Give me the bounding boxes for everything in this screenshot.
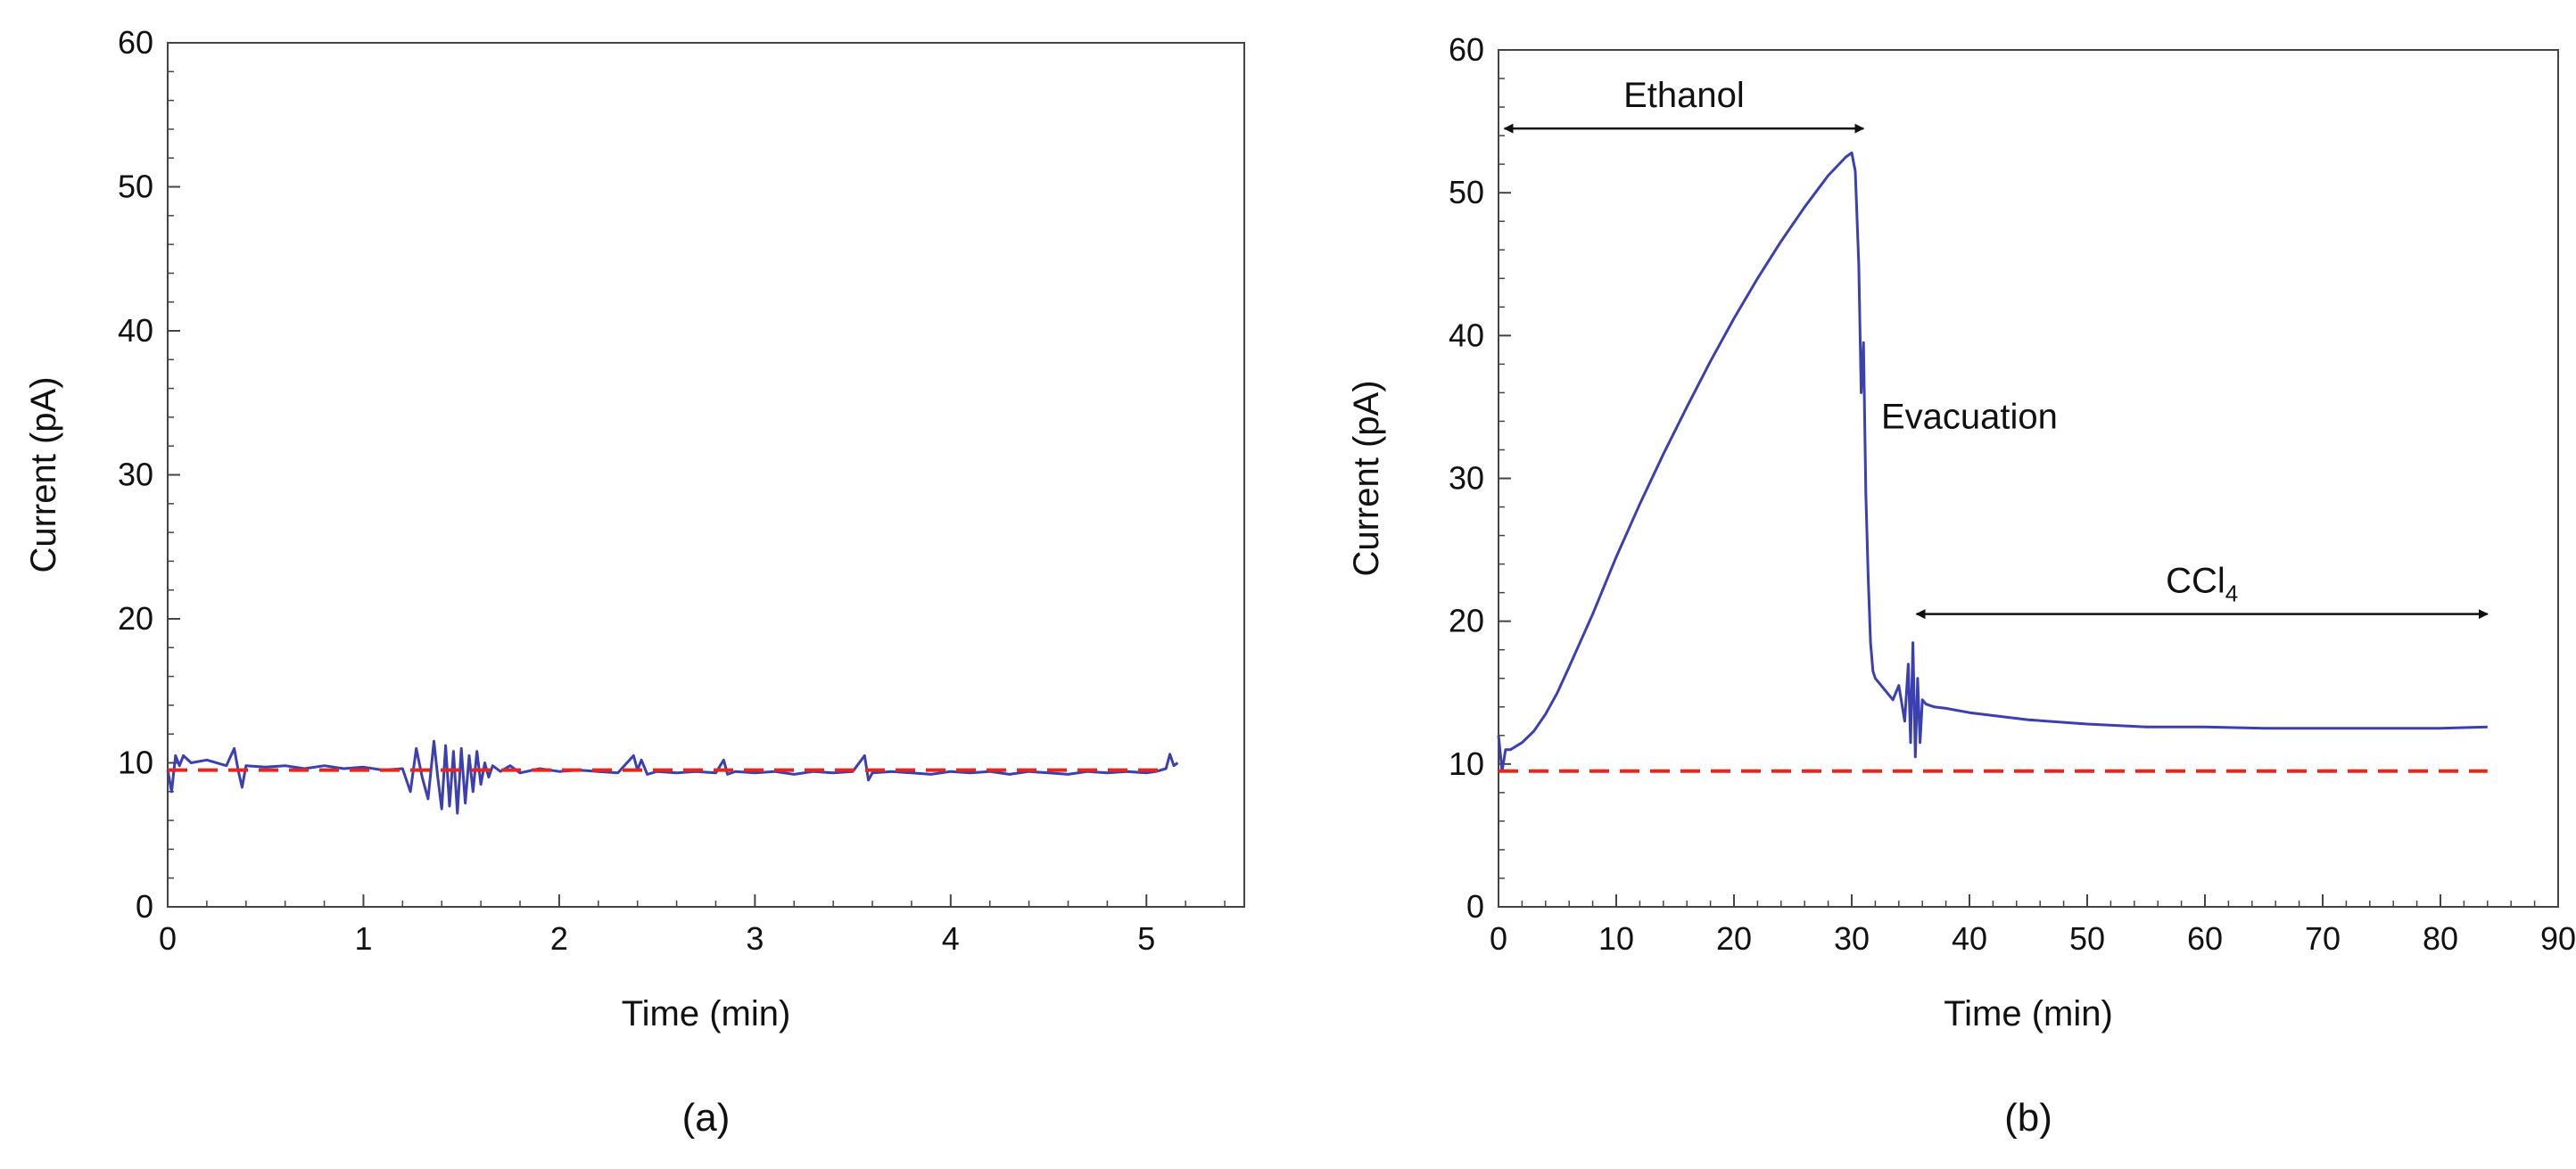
x-tick-label-b: 30	[1834, 920, 1870, 957]
x-tick-label-a: 5	[1137, 920, 1155, 957]
plot-frame-b	[1498, 49, 2559, 908]
x-axis-label-b: Time (min)	[1944, 994, 2113, 1033]
y-tick-label-b: 30	[1449, 460, 1484, 497]
annotation-text: Ethanol	[1623, 76, 1745, 115]
x-tick-label-a: 4	[942, 920, 960, 957]
y-tick-label-b: 40	[1449, 317, 1484, 353]
y-axis-label-b: Current (pA)	[1347, 380, 1386, 576]
x-tick-label-b: 40	[1952, 920, 1987, 957]
x-tick-label-a: 1	[354, 920, 372, 957]
panel-label-a: (a)	[682, 1096, 731, 1140]
x-tick-label-b: 20	[1716, 920, 1752, 957]
y-tick-label-b: 50	[1449, 174, 1484, 210]
y-tick-label-b: 0	[1466, 888, 1484, 925]
y-tick-label-b: 60	[1449, 31, 1484, 68]
x-axis-label-a: Time (min)	[622, 994, 791, 1033]
x-tick-label-b: 60	[2187, 920, 2223, 957]
chart-panel-a: 0 10 20 30 40 50 60 0 1 2 3 4 5 Time (min) Current (pA…	[24, 24, 1245, 1140]
plot-frame-a	[167, 42, 1245, 908]
annotation-label-b-2: CCl4	[2166, 562, 2238, 607]
current-series-line-b	[1497, 151, 2488, 773]
x-tick-label-a: 0	[159, 920, 177, 957]
x-tick-label-b: 70	[2305, 920, 2341, 957]
y-tick-label-a: 50	[118, 169, 153, 205]
y-tick-label-a: 60	[118, 24, 153, 61]
annotation-subscript: 4	[2225, 580, 2238, 607]
x-tick-label-b: 90	[2540, 920, 2576, 957]
current-series-line-a	[166, 739, 1179, 815]
y-tick-label-b: 20	[1449, 603, 1484, 639]
annotation-label-b-1: Evacuation	[1881, 397, 2058, 436]
y-tick-label-a: 10	[118, 745, 153, 781]
annotation-text: CCl	[2166, 562, 2225, 601]
x-tick-label-b: 80	[2423, 920, 2458, 957]
x-tick-label-b: 50	[2069, 920, 2105, 957]
y-tick-label-a: 0	[136, 888, 153, 925]
y-tick-label-a: 40	[118, 312, 153, 349]
y-tick-label-a: 20	[118, 600, 153, 637]
x-tick-label-a: 2	[550, 920, 568, 957]
x-tick-label-b: 10	[1598, 920, 1634, 957]
y-axis-label-a: Current (pA)	[24, 376, 63, 572]
y-tick-label-a: 30	[118, 457, 153, 493]
y-tick-label-b: 10	[1449, 745, 1484, 782]
annotation-label-b-0: Ethanol	[1623, 76, 1745, 115]
x-tick-label-a: 3	[746, 920, 764, 957]
x-tick-label-b: 0	[1490, 920, 1507, 957]
chart-panel-b: 0 10 20 30 40 50 60 0 10 20 30 40 50 60 70 80 90 Time (mi…	[1347, 31, 2576, 1140]
panel-label-b: (b)	[2004, 1096, 2052, 1140]
